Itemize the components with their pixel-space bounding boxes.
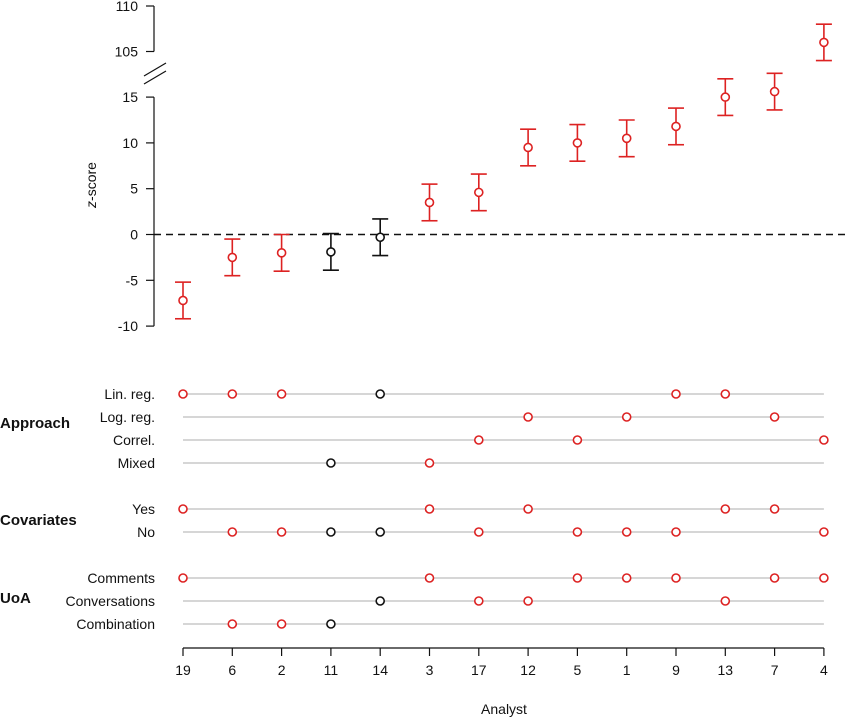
x-tick-label: 12 [520, 662, 536, 678]
y-tick-label: 105 [115, 44, 139, 60]
spec-row-marker [621, 573, 632, 583]
spec-row-marker [276, 389, 287, 399]
data-point [326, 247, 336, 257]
spec-row-marker [769, 573, 780, 583]
spec-row-marker [671, 573, 681, 583]
x-tick-label: 13 [718, 662, 734, 678]
x-axis-label: Analyst [481, 701, 527, 717]
spec-row-marker [473, 435, 484, 445]
spec-row-marker [572, 573, 583, 583]
spec-row-marker [178, 389, 188, 399]
spec-row-marker [720, 504, 731, 514]
y-tick-label: 0 [130, 227, 138, 243]
spec-row-label: Combination [76, 616, 155, 632]
data-point [769, 86, 780, 97]
spec-row-marker [375, 596, 386, 606]
spec-row-marker [227, 619, 238, 629]
spec-row-label: Conversations [66, 593, 156, 609]
spec-row-label: Lin. reg. [104, 386, 155, 402]
x-tick-label: 9 [672, 662, 680, 678]
y-axis-label-z: z [83, 201, 99, 209]
spec-row-marker [819, 435, 829, 445]
spec-row-label: Correl. [113, 432, 155, 448]
spec-row-marker [326, 527, 336, 537]
spec-row-marker [572, 435, 583, 445]
spec-row-marker [523, 412, 533, 422]
data-point [572, 138, 583, 148]
y-axis-label: z-score [83, 162, 99, 209]
spec-row-marker [227, 527, 238, 537]
data-point [375, 232, 386, 243]
y-tick-label: 110 [116, 0, 139, 14]
spec-row-marker [769, 504, 780, 514]
spec-row-marker [621, 412, 632, 422]
y-tick-label: -10 [118, 318, 138, 334]
y-tick-label: -5 [126, 272, 139, 288]
x-tick-label: 3 [426, 662, 434, 678]
spec-row-marker [769, 412, 780, 422]
spec-row-marker [178, 504, 188, 514]
spec-row-marker [276, 527, 287, 537]
spec-row-label: Yes [132, 501, 155, 517]
spec-row-marker [621, 527, 632, 537]
data-point [621, 133, 632, 144]
spec-row-label: Mixed [118, 455, 155, 471]
spec-row-label: Comments [87, 570, 155, 586]
spec-row-marker [473, 527, 484, 537]
axis-break-mark [143, 70, 167, 85]
spec-row-label: No [137, 524, 155, 540]
x-tick-label: 6 [228, 662, 236, 678]
spec-row-marker [572, 527, 583, 537]
data-point [473, 187, 484, 198]
axis-break-mark [143, 62, 167, 77]
spec-row-marker [720, 389, 731, 399]
spec-row-marker [424, 573, 435, 583]
data-point [523, 142, 533, 153]
x-tick-label: 14 [372, 662, 388, 678]
spec-row-marker [523, 596, 533, 606]
spec-row-marker [819, 527, 829, 537]
y-tick-label: 5 [130, 181, 138, 197]
group-label: Approach [0, 415, 70, 432]
x-tick-label: 7 [771, 662, 779, 678]
spec-row-marker [424, 458, 435, 468]
x-tick-label: 5 [574, 662, 582, 678]
data-point [227, 252, 238, 263]
spec-row-marker [671, 527, 681, 537]
spec-row-marker [819, 573, 829, 583]
x-tick-label: 2 [278, 662, 286, 678]
x-tick-label: 1 [623, 662, 631, 678]
spec-row-label: Log. reg. [100, 409, 155, 425]
spec-row-marker [375, 389, 386, 399]
x-tick-label: 4 [820, 662, 828, 678]
spec-row-marker [720, 596, 731, 606]
spec-row-marker [178, 573, 188, 583]
spec-row-marker [326, 458, 336, 468]
x-tick-label: 11 [324, 662, 339, 678]
data-point [720, 92, 731, 102]
data-point [424, 197, 435, 208]
data-point [276, 248, 287, 258]
data-point [671, 121, 681, 132]
x-tick-label: 17 [471, 662, 487, 678]
spec-row-marker [227, 389, 238, 399]
group-label: UoA [0, 590, 31, 607]
spec-row-marker [424, 504, 435, 514]
spec-row-marker [326, 619, 336, 629]
spec-row-marker [276, 619, 287, 629]
spec-row-marker [671, 389, 681, 399]
spec-row-marker [473, 596, 484, 606]
y-axis-label-rest: -score [83, 162, 99, 201]
x-tick-label: 19 [175, 662, 191, 678]
group-label: Covariates [0, 512, 77, 529]
data-point [819, 37, 829, 48]
spec-row-marker [523, 504, 533, 514]
y-tick-label: 15 [122, 89, 138, 105]
spec-row-marker [375, 527, 386, 537]
y-tick-label: 10 [122, 135, 138, 151]
data-point [178, 295, 188, 306]
